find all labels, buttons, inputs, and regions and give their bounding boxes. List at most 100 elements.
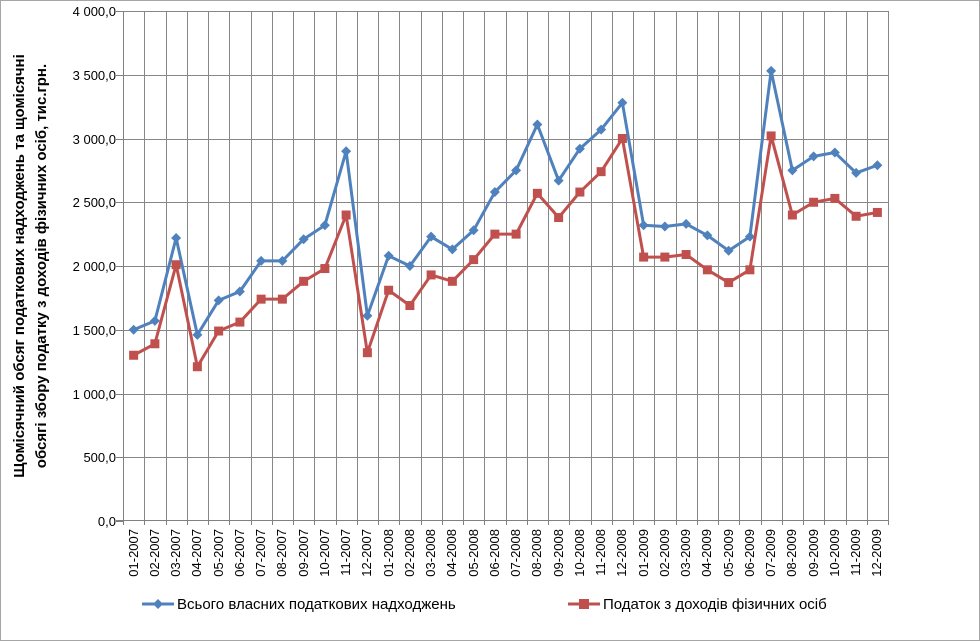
x-tick-label: 08-2008 [529,529,545,577]
data-point-diamond [553,175,564,186]
data-point-diamond [617,97,628,108]
series-line-1 [132,134,878,369]
x-tick-label: 05-2009 [720,529,736,577]
data-point-diamond [511,165,522,176]
y-tick-label: 4 000,0 [72,4,116,19]
x-tick-label: 09-2008 [550,529,566,577]
x-tick-label: 05-2007 [210,529,226,577]
data-point-diamond [213,295,224,306]
data-point-square [596,167,606,177]
x-tick-label: 06-2007 [231,529,247,577]
data-point-square [490,229,500,239]
data-point-square [617,134,627,143]
data-point-diamond [256,255,267,266]
x-tick-label: 10-2009 [826,529,842,577]
x-tick-label: 07-2009 [763,529,779,577]
data-point-diamond [872,160,883,171]
data-point-diamond [234,286,245,297]
data-point-square [384,285,394,295]
legend-marker-line-diamond-icon [142,599,174,609]
data-point-diamond [659,221,670,232]
data-point-diamond [426,231,437,242]
x-tick-label: 09-2007 [295,529,311,577]
data-point-diamond [829,147,840,158]
data-point-square [681,250,691,260]
data-point-square [532,188,542,198]
data-point-diamond [149,315,160,326]
data-point-square [660,252,670,262]
x-tick-label: 03-2007 [168,529,184,577]
x-tick-label: 06-2009 [741,529,757,577]
plot-area [116,11,889,525]
data-point-diamond [574,143,585,154]
x-tick-label: 11-2007 [338,529,354,576]
y-tick-label: 3 000,0 [72,131,116,147]
legend-item-personal-income-tax: Податок з доходів фізичних осіб [567,593,827,615]
x-tick-label: 01-2008 [380,529,396,577]
data-point-diamond [638,220,649,231]
data-point-square [639,252,649,262]
x-tick-label: 04-2007 [189,529,205,577]
data-point-square [299,276,309,286]
x-tick-label: 04-2009 [699,529,715,577]
data-point-diamond [128,324,139,335]
y-axis-title: Щомісячний обсяг податкових надходжень т… [9,11,55,521]
x-tick-label: 06-2008 [486,529,502,577]
x-tick-label: 01-2007 [125,529,141,577]
x-tick-label: 08-2007 [274,529,290,577]
data-point-diamond [447,244,458,255]
data-point-square [511,229,521,239]
x-tick-label: 01-2009 [635,529,651,577]
y-tick-label: 0,0 [97,514,116,529]
data-point-diamond [468,225,479,236]
x-tick-label: 02-2008 [401,529,417,577]
data-point-diamond [383,250,394,261]
y-axis-title-line2: обсягі збору податку з доходів фізичних … [33,63,50,469]
x-tick-label: 09-2009 [805,529,821,577]
data-point-diamond [766,65,777,76]
data-point-diamond [341,146,352,157]
data-point-diamond [319,220,330,231]
data-point-square [235,317,245,327]
legend-item-total-revenues: Всього власних податкових надходжень [141,593,456,615]
data-point-square [426,270,436,280]
data-point-square [129,350,139,360]
data-point-diamond [192,329,203,340]
y-tick-label: 500,0 [83,450,116,466]
data-point-square [809,197,819,207]
y-tick-label: 3 500,0 [72,67,116,83]
y-tick-label: 1 000,0 [72,386,116,402]
data-point-diamond [362,310,373,321]
data-point-diamond [744,231,755,242]
y-tick-label: 2 500,0 [72,195,116,211]
x-tick-label: 02-2009 [656,529,672,577]
x-tick-label: 03-2009 [678,529,694,577]
x-tick-label: 11-2009 [848,529,864,576]
data-point-diamond [723,245,734,256]
data-point-square [171,260,181,270]
data-point-diamond [532,119,543,130]
x-tick-label: 11-2008 [593,529,609,576]
data-point-diamond [277,255,288,266]
x-tick-label: 12-2008 [614,529,630,577]
x-tick-label: 12-2009 [869,529,885,577]
data-point-square [405,301,415,311]
data-point-diamond [808,151,819,162]
data-point-square [872,207,882,217]
x-tick-label: 10-2007 [316,529,332,577]
data-point-square [702,265,712,275]
data-point-square [150,339,160,349]
x-tick-label: 07-2007 [253,529,269,577]
data-point-diamond [489,187,500,198]
data-point-diamond [404,261,415,271]
data-point-square [469,255,479,265]
data-point-square [766,131,776,141]
legend-marker-line-square-icon [568,599,600,609]
data-point-square [214,326,224,336]
x-tick-label: 04-2008 [444,529,460,577]
x-tick-label: 08-2009 [784,529,800,577]
y-axis-title-line1: Щомісячний обсяг податкових надходжень т… [11,54,28,478]
data-point-square [277,294,287,304]
data-point-square [320,264,330,274]
